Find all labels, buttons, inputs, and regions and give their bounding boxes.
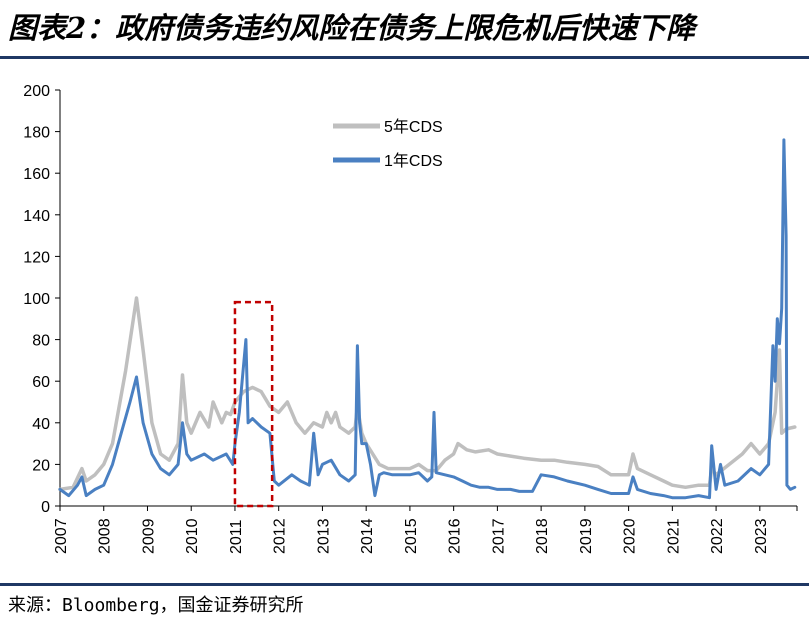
series-line-1y-cds xyxy=(58,138,797,500)
x-tick-label: 2009 xyxy=(140,518,157,554)
y-tick-label: 120 xyxy=(23,249,50,266)
x-tick-label: 2021 xyxy=(665,518,682,554)
y-tick-label: 40 xyxy=(32,416,50,433)
x-tick-label: 2022 xyxy=(709,518,726,554)
y-tick-label: 80 xyxy=(32,333,50,350)
figure-title: 图表2：政府债务违约风险在债务上限危机后快速下降 xyxy=(8,11,696,45)
legend-label: 5年CDS xyxy=(384,118,443,136)
y-tick-label: 140 xyxy=(23,208,50,225)
x-tick-label: 2010 xyxy=(184,518,201,554)
series-group xyxy=(58,138,797,508)
source-note: 来源：Bloomberg，国金证券研究所 xyxy=(8,595,304,616)
x-tick-label: 2023 xyxy=(753,518,770,554)
highlight-box xyxy=(233,300,274,508)
x-tick-label: 2011 xyxy=(228,519,245,554)
x-tick-label: 2019 xyxy=(578,518,595,554)
x-tick-label: 2012 xyxy=(272,518,289,554)
legend: 5年CDS 1年CDS xyxy=(333,118,443,170)
series-line-5y-cds xyxy=(58,296,797,492)
cds-line-chart: 0 20 40 60 80 100 120 140 160 180 200 2007 2008 2009 2… xyxy=(23,83,798,554)
x-tick-label: 2018 xyxy=(534,518,551,554)
x-tick-label: 2015 xyxy=(403,518,420,554)
legend-label: 1年CDS xyxy=(384,152,443,170)
source-rule xyxy=(0,583,809,586)
y-tick-label: 100 xyxy=(23,291,50,308)
axes: 0 20 40 60 80 100 120 140 160 180 200 2007 2008 2009 2… xyxy=(23,83,798,554)
x-tick-label: 2014 xyxy=(359,518,376,554)
x-tick-label: 2016 xyxy=(447,518,464,554)
x-tick-label: 2008 xyxy=(97,518,114,554)
y-tick-label: 160 xyxy=(23,166,50,183)
x-tick-label: 2017 xyxy=(490,518,507,554)
title-rule xyxy=(0,56,809,59)
x-tick-label: 2007 xyxy=(53,518,70,554)
x-tick-label: 2013 xyxy=(315,518,332,554)
y-tick-label: 180 xyxy=(23,125,50,142)
x-tick-label: 2020 xyxy=(622,518,639,554)
y-tick-label: 20 xyxy=(32,457,50,474)
y-tick-label: 200 xyxy=(23,83,50,100)
y-tick-label: 60 xyxy=(32,374,50,391)
y-tick-label: 0 xyxy=(41,499,50,516)
